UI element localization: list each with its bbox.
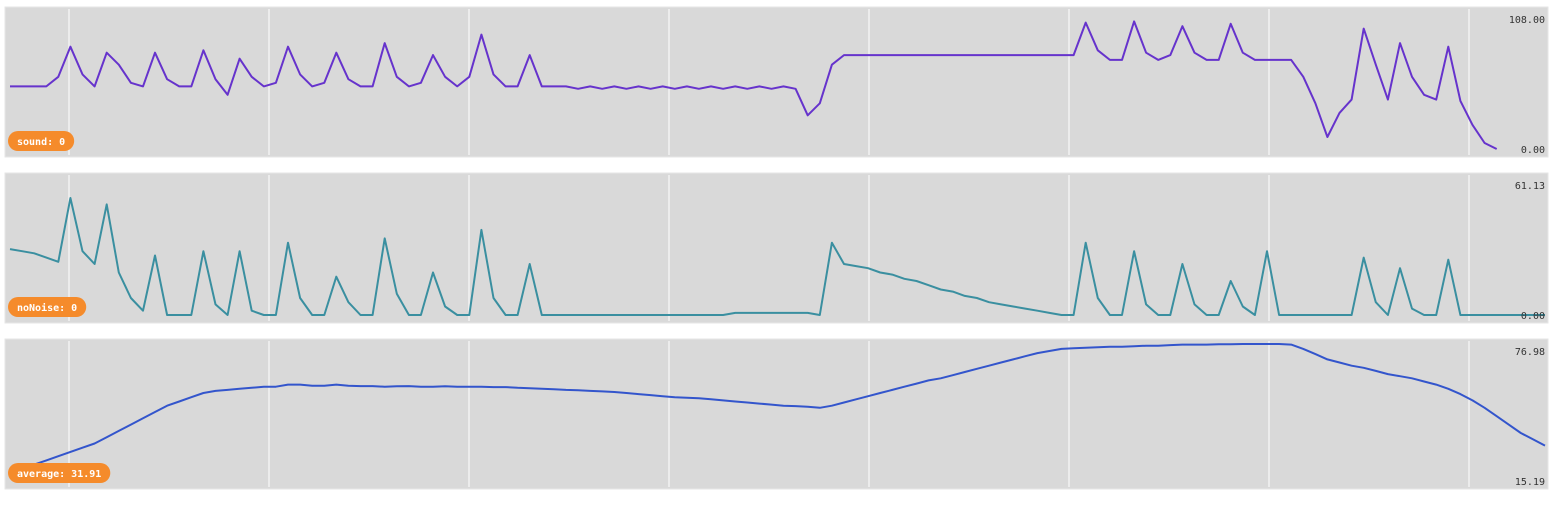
chart-panel: 0.00 61.13 noNoise: 0 <box>4 172 1549 324</box>
chart-panel: 15.19 76.98 average: 31.91 <box>4 338 1549 490</box>
panel-background <box>4 172 1549 324</box>
value-badge-text: average: 31.91 <box>17 469 101 480</box>
data-line <box>10 20 1498 150</box>
value-badge <box>8 131 75 151</box>
y-tick-label: 61.13 <box>1515 181 1545 192</box>
y-tick-label: 15.19 <box>1515 477 1545 488</box>
chart-panel: 0.00 108.00 sound: 0 <box>4 6 1549 158</box>
y-tick-label: 76.98 <box>1515 347 1545 358</box>
y-tick-label: 0.00 <box>1521 145 1545 156</box>
y-tick-label: 0.00 <box>1521 311 1545 322</box>
panel-background <box>4 6 1549 158</box>
panel-background <box>4 338 1549 490</box>
data-line <box>9 197 1545 316</box>
y-tick-label: 108.00 <box>1509 15 1545 26</box>
data-line <box>21 343 1546 470</box>
value-badge-text: sound: 0 <box>17 137 65 148</box>
value-badge <box>8 297 87 317</box>
value-badge <box>8 463 111 483</box>
value-badge-text: noNoise: 0 <box>17 302 77 314</box>
